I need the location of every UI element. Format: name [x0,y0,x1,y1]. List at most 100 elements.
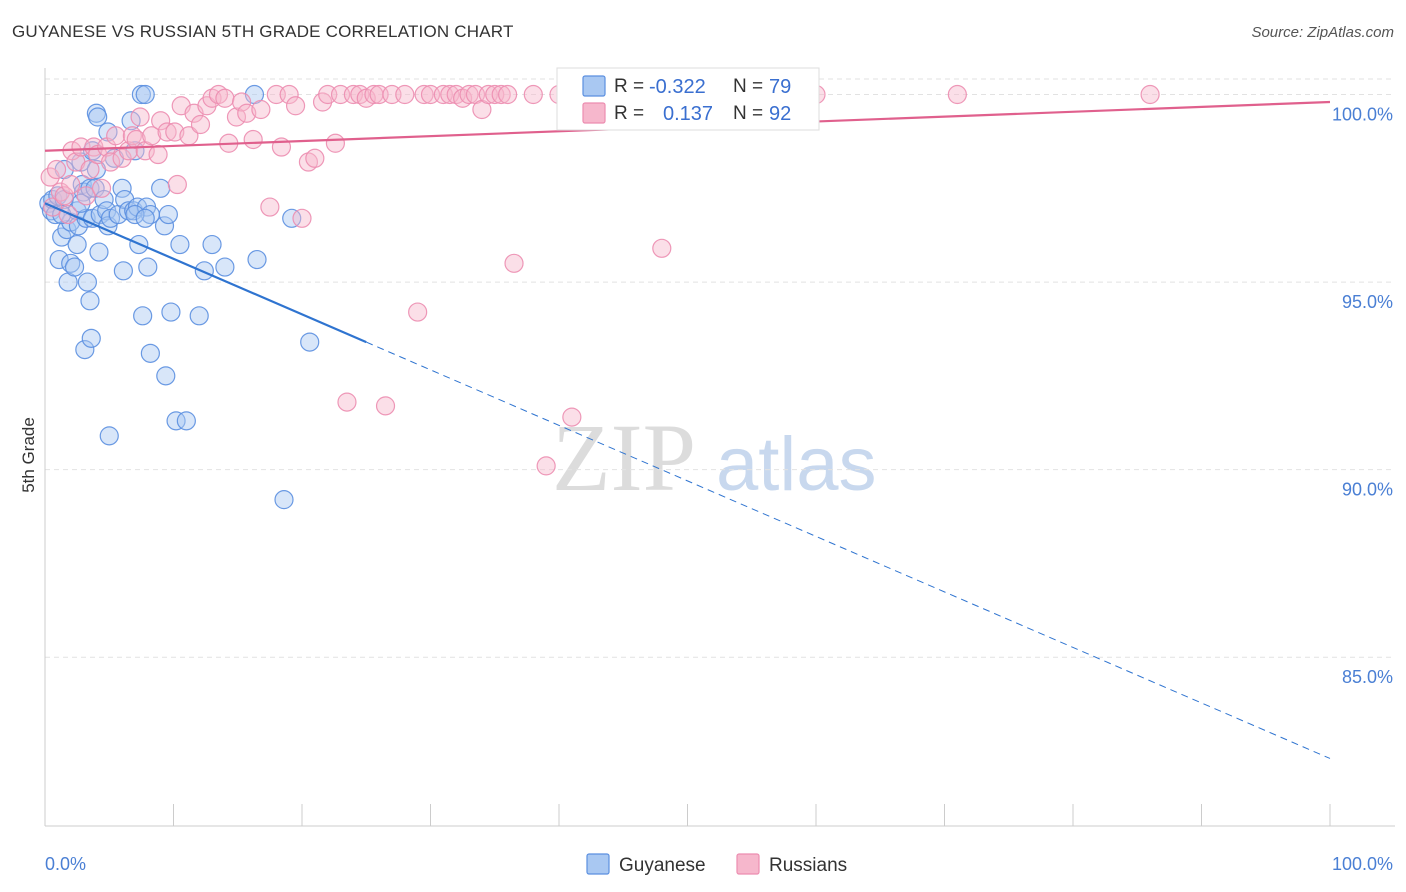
data-point-russians [165,122,185,142]
data-point-russians [491,84,511,105]
data-point-russians [292,208,312,228]
data-point-guyanese [138,257,158,277]
data-point-russians [536,456,556,476]
legend-swatch-guyanese [586,853,610,875]
legend-swatch-russians [736,853,760,875]
data-point-guyanese [135,208,155,228]
y-tick-label: 85.0% [1342,667,1393,687]
data-point-russians [260,197,280,217]
data-point-russians [142,126,162,146]
data-point-russians [122,126,142,146]
data-point-russians [562,407,582,427]
data-point-russians [190,114,211,135]
watermark-zip: ZIP [552,404,696,511]
trend-line-guyanese [44,202,367,344]
watermark: ZIP atlas [552,404,877,511]
y-tick-label: 95.0% [1342,292,1393,312]
data-point-russians [652,238,672,258]
data-point-russians [408,302,428,322]
data-point-guyanese [158,204,178,225]
data-point-guyanese [49,249,69,270]
x-tick-label: 100.0% [1332,854,1393,874]
data-point-russians [100,152,121,172]
legend-label-guyanese: Guyanese [619,855,706,876]
legend-label-russians: Russians [769,855,847,876]
data-point-russians [947,84,967,105]
data-point-guyanese [189,306,209,326]
data-point-guyanese [274,490,294,510]
data-point-guyanese [112,178,132,198]
trend-line-guyanese-projection [366,341,1331,759]
data-point-guyanese [99,426,119,446]
y-tick-label: 90.0% [1342,480,1393,500]
data-point-russians [285,96,306,116]
data-point-guyanese [194,261,214,281]
data-point-russians [395,84,415,105]
data-point-russians [157,122,177,142]
data-point-guyanese [81,328,101,348]
data-point-russians [112,148,132,168]
data-point-guyanese [156,366,176,386]
data-point-russians [58,204,78,225]
data-point-guyanese [61,253,81,273]
watermark-atlas: atlas [716,422,877,507]
data-point-russians [343,84,363,105]
stats-n-value-russians: 92 [769,103,791,125]
data-point-russians [375,396,396,416]
data-point-guyanese [77,272,98,292]
stats-n-label-guyanese: N = [733,76,763,97]
data-point-russians [251,99,271,120]
data-point-russians [76,186,96,206]
data-point-guyanese [80,291,100,311]
stats-r-label-guyanese: R = [614,76,644,97]
series-legend: Guyanese Russians [586,853,847,876]
data-point-russians [305,148,325,168]
data-point-guyanese [113,261,133,281]
y-axis-label: 5th Grade [19,417,38,493]
data-point-russians [91,178,112,198]
data-point-russians [151,111,171,131]
data-point-russians [504,253,524,273]
data-point-russians [40,167,60,187]
data-point-russians [523,84,543,105]
data-point-russians [215,88,235,108]
axes: 85.0% 90.0% 95.0% 100.0% 0.0% 100.0% 5th Grade [19,68,1395,874]
stats-r-label-russians: R = [614,103,644,124]
data-point-russians [459,84,479,105]
stats-r-value-russians: 0.137 [663,103,713,125]
data-point-russians [498,84,518,105]
data-point-guyanese [88,107,108,127]
stats-n-label-russians: N = [733,103,763,124]
data-point-guyanese [166,411,186,431]
data-point-guyanese [125,204,145,225]
data-point-guyanese [161,302,181,322]
data-point-guyanese [140,343,160,363]
data-point-russians [130,107,150,127]
data-point-russians [325,133,346,153]
data-point-russians [46,159,67,180]
data-point-guyanese [135,84,155,105]
data-point-russians [232,92,252,112]
stats-swatch-guyanese [582,75,606,97]
gridlines [45,78,1395,658]
data-point-guyanese [75,339,95,360]
chart-title: GUYANESE VS RUSSIAN 5TH GRADE CORRELATIO… [12,22,514,41]
data-point-russians [243,129,263,150]
stats-swatch-russians [582,102,606,124]
data-point-russians [80,159,100,180]
stats-n-value-guyanese: 79 [769,76,791,98]
data-point-russians [337,392,357,412]
data-point-russians [50,182,71,202]
data-point-russians [54,186,74,206]
source-credit: Source: ZipAtlas.com [1251,24,1394,41]
stats-r-value-guyanese: -0.322 [649,76,706,98]
data-point-russians [167,174,187,195]
data-point-guyanese [67,234,87,255]
y-tick-label: 100.0% [1332,105,1393,125]
data-point-russians [414,84,434,105]
data-point-guyanese [170,234,190,255]
data-point-russians [1140,84,1160,105]
data-point-guyanese [202,234,222,255]
data-point-guyanese [89,242,109,262]
